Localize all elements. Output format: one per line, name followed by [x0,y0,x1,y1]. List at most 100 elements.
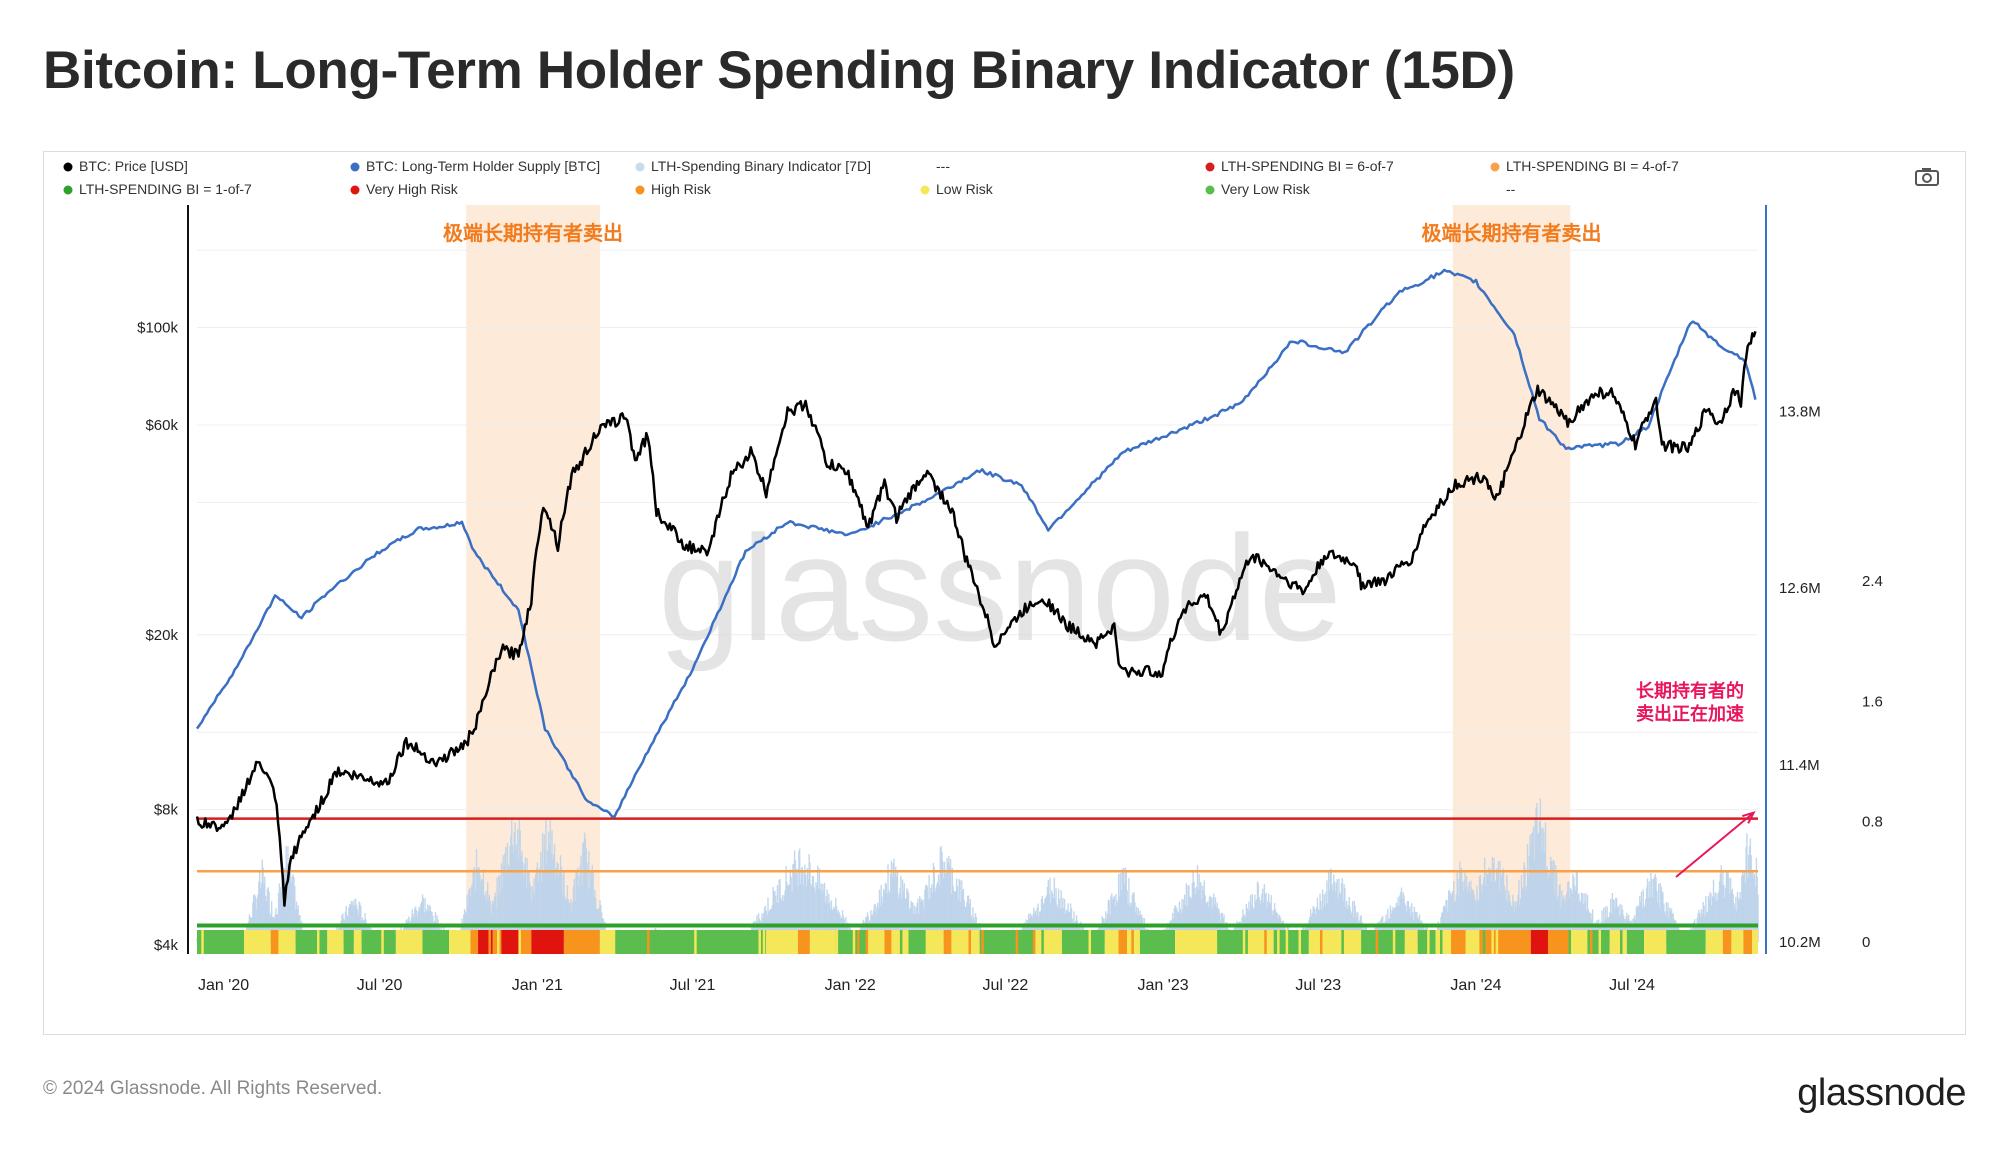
indicator-tick-label: 2.4 [1862,573,1883,590]
indicator-bar [563,870,565,942]
highlight-label: 极端长期持有者卖出 [1422,221,1602,245]
indicator-bar [1469,893,1471,942]
indicator-bar [1489,867,1491,942]
indicator-bar [924,889,926,942]
indicator-bar [1062,897,1064,942]
indicator-bar [782,901,785,942]
indicator-bar [810,884,812,942]
indicator-bar [1520,874,1523,942]
indicator-bar [1531,832,1534,942]
indicator-bar [1478,876,1481,942]
indicator-bar [1544,822,1547,942]
indicator-bar [1183,899,1185,942]
indicator-bar [1517,894,1519,942]
indicator-bar [490,913,492,942]
indicator-bar [1563,898,1566,942]
indicator-bar [1189,896,1191,942]
indicator-bar [515,849,517,942]
indicator-bar [477,869,479,942]
indicator-bar [956,886,959,942]
indicator-bar [288,868,290,942]
price-line [195,331,1757,907]
indicator-bar [1561,900,1564,942]
indicator-bar [925,884,928,942]
indicator-bar [1519,904,1521,942]
risk-tick [869,930,873,954]
indicator-bar [468,889,470,942]
indicator-bar [1052,898,1055,942]
indicator-bar [955,878,958,942]
indicator-bar [594,889,596,942]
indicator-bar [812,876,815,942]
indicator-bar [1479,874,1482,942]
indicator-bar [1212,897,1214,942]
risk-tick [1448,930,1452,954]
indicator-bar [953,891,955,942]
indicator-bar [1128,878,1130,942]
indicator-bar [1719,873,1722,942]
indicator-bar [342,913,344,942]
indicator-bar [1569,887,1572,942]
indicator-bar [805,874,807,942]
indicator-bar [798,850,800,942]
indicator-bar [1127,903,1129,942]
indicator-bar [814,892,816,942]
indicator-bar [1653,876,1656,942]
indicator-bar [551,830,553,942]
risk-tick [878,930,881,954]
risk-tick [852,930,856,954]
indicator-bar [1654,873,1656,942]
indicator-bar [1331,884,1333,942]
indicator-bar [1577,894,1579,942]
camera-icon[interactable] [1912,165,1942,189]
indicator-bar [599,900,601,942]
risk-segment [1609,930,1627,954]
indicator-bar [1561,890,1563,942]
indicator-bar [1141,914,1143,942]
indicator-bar [1381,917,1383,942]
indicator-bar [1339,892,1341,942]
indicator-bar [1712,879,1715,942]
indicator-bar [890,860,893,942]
indicator-bar [1740,899,1742,942]
indicator-bar [1484,886,1487,942]
indicator-bar [547,850,549,942]
x-tick-label: Jan '20 [198,977,249,994]
indicator-bar [1495,868,1498,942]
indicator-bar [873,904,876,942]
indicator-bar [1639,895,1641,942]
indicator-bar [512,853,515,942]
indicator-bar [270,901,273,942]
indicator-bar [910,900,912,942]
risk-segment [1175,930,1218,954]
risk-tick [1568,930,1572,954]
indicator-bar [1269,903,1272,942]
indicator-bar [1528,856,1530,942]
indicator-bar [1027,913,1030,942]
indicator-bar [514,822,516,942]
indicator-bar [1728,877,1730,942]
indicator-bar [1572,873,1574,942]
indicator-bar [823,882,826,942]
indicator-bar [1107,899,1110,942]
indicator-bar [1113,895,1116,942]
indicator-bar [1064,913,1067,942]
indicator-bar [462,914,465,942]
risk-segment [1449,930,1466,954]
indicator-bar [1612,899,1614,942]
indicator-bar [1351,913,1353,942]
footer-logo: glassnode [1797,1072,1966,1114]
indicator-bar [957,900,960,942]
indicator-bar [1473,895,1476,942]
indicator-bar [1639,902,1642,942]
indicator-bar [1488,867,1490,942]
indicator-bar [899,888,901,942]
indicator-bar [487,897,490,942]
indicator-bar [895,876,898,942]
indicator-bar [779,879,781,942]
indicator-bar [1279,915,1281,942]
indicator-bar [1716,893,1718,942]
indicator-bar [573,878,575,942]
indicator-bar [294,886,296,942]
indicator-bar [557,863,559,942]
